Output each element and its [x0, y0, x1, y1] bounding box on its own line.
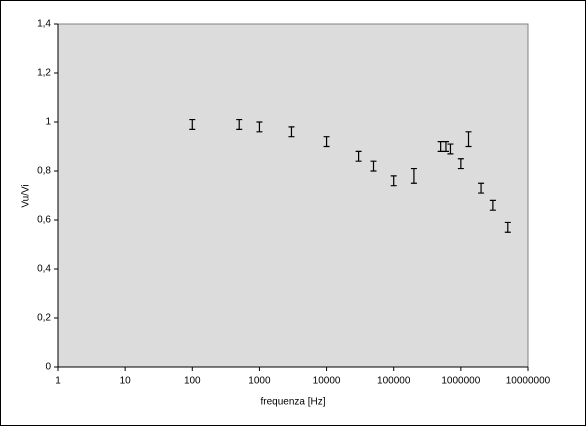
y-tick-label: 0,2	[37, 313, 51, 324]
plot-area	[57, 23, 529, 368]
error-bar	[410, 167, 417, 184]
error-bar	[390, 175, 397, 187]
x-axis-label: frequenza [Hz]	[260, 397, 325, 408]
error-bar	[236, 118, 243, 130]
error-bar	[478, 182, 485, 194]
y-tick-label: 1	[45, 117, 51, 128]
error-bar	[437, 141, 444, 152]
x-tick-label: 100	[184, 376, 201, 387]
x-tick-label: 10000	[313, 376, 341, 387]
y-tick-label: 0,6	[37, 215, 51, 226]
error-bar	[489, 199, 496, 211]
y-tick-label: 1,2	[37, 68, 51, 79]
y-tick-label: 1,4	[37, 19, 51, 30]
y-tick-label: 0,8	[37, 166, 51, 177]
error-bar	[370, 160, 377, 172]
x-tick-label: 1000	[248, 376, 271, 387]
error-bar	[323, 136, 330, 148]
error-bar	[442, 141, 449, 152]
y-axis-label: Vu/Vi	[21, 184, 32, 207]
error-bar	[504, 221, 511, 233]
error-bar	[457, 158, 464, 170]
x-tick-label: 1000000	[441, 376, 480, 387]
y-tick-label: 0,4	[37, 264, 51, 275]
error-bar	[355, 150, 362, 162]
x-tick-label: 1	[55, 376, 61, 387]
error-bar	[288, 126, 295, 138]
error-bar	[256, 121, 263, 133]
error-bar	[189, 118, 196, 130]
x-tick-label: 10000000	[506, 376, 551, 387]
x-tick-label: 100000	[377, 376, 411, 387]
x-tick-label: 10	[120, 376, 132, 387]
y-tick-label: 0	[45, 362, 51, 373]
error-bar	[465, 131, 472, 148]
error-bar	[447, 143, 454, 155]
